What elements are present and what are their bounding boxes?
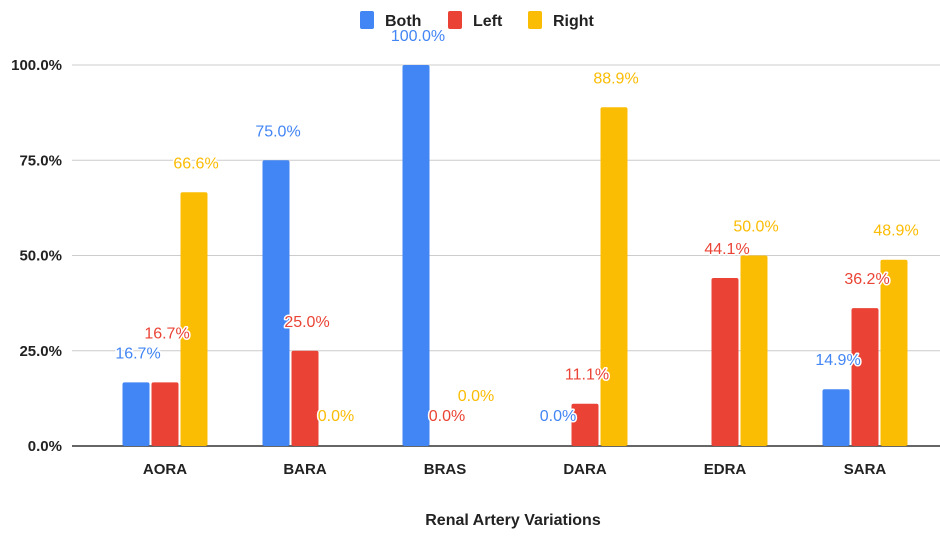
- y-tick-label: 100.0%: [11, 57, 62, 74]
- bar-left: [851, 308, 879, 446]
- y-tick-label: 25.0%: [19, 343, 62, 360]
- x-tick-label: BARA: [283, 461, 326, 478]
- legend-swatch-right: [528, 11, 542, 29]
- legend-label: Both: [385, 13, 421, 30]
- data-label: 36.2%: [844, 271, 889, 288]
- data-label: 48.9%: [873, 223, 918, 240]
- bar-both: [262, 160, 290, 446]
- data-label: 25.0%: [284, 314, 329, 331]
- data-label: 0.0%: [540, 408, 576, 425]
- data-label: 66.6%: [173, 155, 218, 172]
- x-tick-label: AORA: [143, 461, 187, 478]
- data-label: 50.0%: [733, 219, 778, 236]
- data-label: 44.1%: [704, 241, 749, 258]
- x-tick-label: BRAS: [424, 461, 467, 478]
- data-label: 16.7%: [144, 325, 189, 342]
- data-label: 0.0%: [318, 408, 354, 425]
- bar-right: [600, 107, 628, 446]
- legend: Both Left Right: [360, 11, 595, 30]
- y-tick-label: 75.0%: [19, 152, 62, 169]
- x-axis-title: Renal Artery Variations: [425, 512, 601, 529]
- data-label: 14.9%: [815, 352, 860, 369]
- legend-label: Left: [473, 13, 503, 30]
- data-label: 0.0%: [458, 388, 494, 405]
- legend-swatch-left: [448, 11, 462, 29]
- data-label: 0.0%: [429, 408, 465, 425]
- data-label: 100.0%: [391, 28, 445, 45]
- bar-left: [571, 403, 599, 446]
- bar-right: [740, 255, 768, 446]
- bars: [122, 65, 908, 446]
- data-label: 88.9%: [593, 70, 638, 87]
- legend-label: Right: [553, 13, 595, 30]
- x-tick-label: EDRA: [704, 461, 747, 478]
- x-tick-label: DARA: [563, 461, 606, 478]
- bar-left: [711, 277, 739, 446]
- data-label: 11.1%: [565, 367, 609, 384]
- data-label: 16.7%: [115, 345, 160, 362]
- bar-left: [291, 350, 319, 446]
- x-tick-label: SARA: [844, 461, 887, 478]
- y-tick-label: 0.0%: [28, 438, 62, 455]
- bar-right: [880, 259, 908, 446]
- legend-swatch-both: [360, 11, 374, 29]
- data-label: 75.0%: [255, 123, 300, 140]
- y-tick-label: 50.0%: [19, 248, 62, 265]
- bar-both: [402, 65, 430, 446]
- bar-both: [122, 382, 150, 446]
- bar-left: [151, 382, 179, 446]
- bar-both: [822, 389, 850, 446]
- bar-right: [180, 192, 208, 446]
- data-labels: AORA 16.7% 16.7% 66.6% BARA 75.0% 25.0% 0.0% BRA…: [114, 27, 920, 479]
- gridlines: 0.0% 25.0% 50.0% 75.0% 100.0%: [11, 57, 940, 455]
